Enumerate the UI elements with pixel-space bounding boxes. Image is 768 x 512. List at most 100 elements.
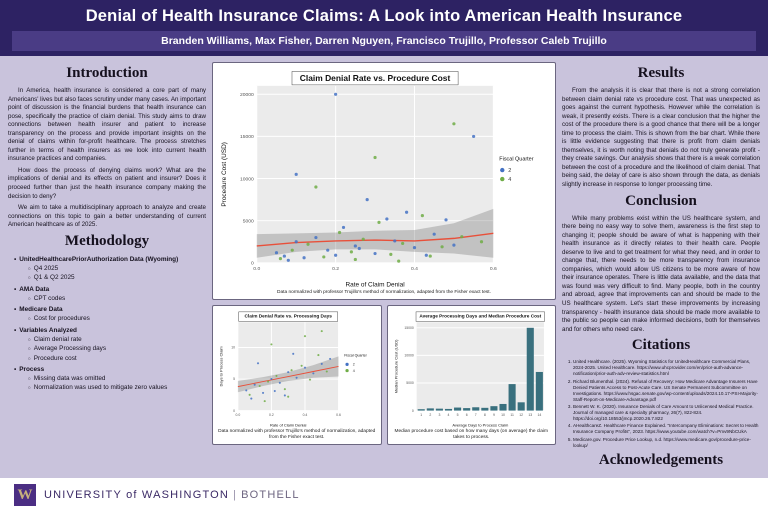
figure-days-vs-cost: Average Processing Days and Median Proce…	[386, 304, 556, 446]
poster-authors: Branden Williams, Max Fisher, Darren Ngu…	[12, 31, 756, 51]
svg-text:11: 11	[510, 413, 514, 417]
methodology-subitem: Claim denial rate	[28, 335, 206, 344]
svg-text:Fiscal Quarter: Fiscal Quarter	[344, 353, 367, 357]
svg-text:0.0: 0.0	[236, 413, 241, 417]
svg-text:5: 5	[233, 377, 235, 381]
methodology-subitem: Normalization was used to mitigate zero …	[28, 383, 206, 392]
acknowledgements-heading: Acknowledgements	[598, 451, 724, 468]
svg-text:10000: 10000	[404, 353, 414, 357]
university-name: UNIVERSITY of WASHINGTON | BOTHELL	[44, 489, 300, 501]
conclusion-heading: Conclusion	[625, 192, 697, 209]
uw-logo-letter: W	[17, 486, 33, 503]
svg-text:0.6: 0.6	[336, 413, 341, 417]
results-heading: Results	[637, 65, 685, 81]
citation-item: Medicare.gov. Procedure Price Lookup, n.…	[573, 437, 760, 449]
svg-text:2: 2	[429, 413, 431, 417]
methodology-subitem: Procedure cost	[28, 354, 206, 363]
center-column: Claim Denial Rate vs. Procedure Cost 0 500…	[212, 62, 556, 474]
svg-text:Rate of Claim Denial: Rate of Claim Denial	[345, 282, 404, 289]
svg-text:0.2: 0.2	[269, 413, 274, 417]
figure-caption: Median procedure cost based on how many …	[394, 429, 549, 441]
svg-text:10000: 10000	[240, 176, 254, 182]
svg-text:5000: 5000	[243, 218, 254, 224]
svg-text:1: 1	[420, 413, 422, 417]
methodology-subitem: Average Processing days	[28, 344, 206, 353]
svg-text:5000: 5000	[406, 381, 414, 385]
methodology-item: Variables AnalyzedClaim denial rateAvera…	[14, 326, 206, 363]
methodology-subitem: Missing data was omitted	[28, 374, 206, 383]
svg-text:0.4: 0.4	[303, 413, 308, 417]
svg-text:13: 13	[528, 413, 532, 417]
svg-text:2: 2	[508, 168, 511, 174]
svg-text:12: 12	[519, 413, 523, 417]
conclusion-paragraph: While many problems exist within the US …	[562, 214, 760, 333]
introduction-heading: Introduction	[66, 65, 148, 81]
citation-item: United Healthcare. (2025). Wyoming Stati…	[573, 359, 760, 377]
svg-text:Procedure Cost (USD): Procedure Cost (USD)	[221, 142, 228, 207]
introduction-paragraph: In America, health insurance is consider…	[8, 87, 206, 163]
methodology-heading: Methodology	[64, 232, 150, 249]
svg-text:0: 0	[411, 408, 413, 412]
svg-text:Fiscal Quarter: Fiscal Quarter	[499, 157, 533, 163]
svg-text:7: 7	[474, 413, 476, 417]
svg-text:0.6: 0.6	[490, 266, 497, 272]
svg-text:4: 4	[353, 368, 355, 372]
svg-text:6: 6	[465, 413, 467, 417]
bar-days-vs-cost-chart: Average Processing Days and Median Proce…	[393, 311, 545, 427]
svg-text:14: 14	[537, 413, 541, 417]
svg-text:0: 0	[233, 408, 235, 412]
poster-body: Introduction In America, health insuranc…	[0, 56, 768, 478]
svg-text:0.4: 0.4	[411, 266, 418, 272]
svg-text:Average Days to Process Claim: Average Days to Process Claim	[452, 422, 509, 427]
methodology-subitem: CPT codes	[28, 294, 206, 303]
methodology-item: AMA DataCPT codes	[14, 285, 206, 304]
svg-text:2: 2	[353, 362, 355, 366]
svg-text:9: 9	[492, 413, 494, 417]
bottom-charts-row: Claim Denial Rate vs. Processing Days 0 5 1…	[212, 304, 556, 446]
svg-text:15000: 15000	[404, 326, 414, 330]
university-label: UNIVERSITY of WASHINGTON	[44, 489, 230, 501]
citations-heading: Citations	[631, 337, 691, 354]
svg-text:3: 3	[438, 413, 440, 417]
footer-divider: |	[233, 489, 238, 501]
svg-text:20000: 20000	[240, 92, 254, 98]
left-column: Introduction In America, health insuranc…	[8, 62, 206, 474]
svg-text:Rate of Claim Denial: Rate of Claim Denial	[270, 422, 307, 427]
methodology-item: Medicare DataCost for procedures	[14, 305, 206, 324]
figure-caption: Data normalized with professor Trujillo'…	[277, 289, 491, 295]
citation-item: AHealthcareZ. Healthcare Finance Explain…	[573, 423, 760, 435]
svg-text:0.0: 0.0	[253, 266, 260, 272]
svg-text:4: 4	[447, 413, 449, 417]
scatter-denial-vs-cost-chart: Claim Denial Rate vs. Procedure Cost 0 500…	[221, 71, 534, 289]
svg-text:0.2: 0.2	[332, 266, 339, 272]
svg-text:0: 0	[251, 261, 254, 267]
poster-footer: W UNIVERSITY of WASHINGTON | BOTHELL	[0, 478, 768, 512]
citation-item: Richard Blumenthal. (2024). Refusal of R…	[573, 379, 760, 403]
svg-text:10: 10	[231, 345, 235, 349]
svg-text:Days to Process Claim: Days to Process Claim	[219, 345, 224, 386]
results-paragraph: From the analysis it is clear that there…	[562, 87, 760, 189]
svg-text:4: 4	[508, 177, 511, 183]
figure-denial-vs-cost: Claim Denial Rate vs. Procedure Cost 0 500…	[212, 62, 556, 300]
introduction-paragraph: We aim to take a multidisciplinary appro…	[8, 204, 206, 229]
methodology-subitem: Cost for procedures	[28, 314, 206, 323]
poster-title: Denial of Health Insurance Claims: A Loo…	[85, 7, 683, 25]
svg-text:Claim Denial Rate vs. Processi: Claim Denial Rate vs. Processing Days	[245, 313, 333, 319]
methodology-subitem: Q1 & Q2 2025	[28, 273, 206, 282]
citation-item: Bennett W. K. (2020). Insurance Denials …	[573, 404, 760, 422]
scatter-denial-vs-days-chart: Claim Denial Rate vs. Processing Days 0 5 1…	[219, 311, 368, 427]
svg-text:Claim Denial Rate vs. Procedur: Claim Denial Rate vs. Procedure Cost	[300, 73, 451, 83]
poster-header: Denial of Health Insurance Claims: A Loo…	[0, 0, 768, 56]
introduction-paragraph: How does the process of denying claims w…	[8, 166, 206, 200]
right-column: Results From the analysis it is clear th…	[562, 62, 760, 474]
methodology-item: ProcessMissing data was omittedNormaliza…	[14, 365, 206, 393]
svg-text:8: 8	[483, 413, 485, 417]
campus-label: BOTHELL	[241, 489, 300, 501]
figure-caption: Data normalized with professor Trujillo'…	[218, 429, 376, 441]
methodology-item: UnitedHealthcarePriorAuthorization Data …	[14, 255, 206, 283]
svg-text:Average Processing Days and Me: Average Processing Days and Median Proce…	[419, 313, 541, 319]
figure-denial-vs-days: Claim Denial Rate vs. Processing Days 0 5 1…	[212, 304, 382, 446]
svg-text:15000: 15000	[240, 134, 254, 140]
citations-list: United Healthcare. (2025). Wyoming Stati…	[562, 359, 760, 449]
